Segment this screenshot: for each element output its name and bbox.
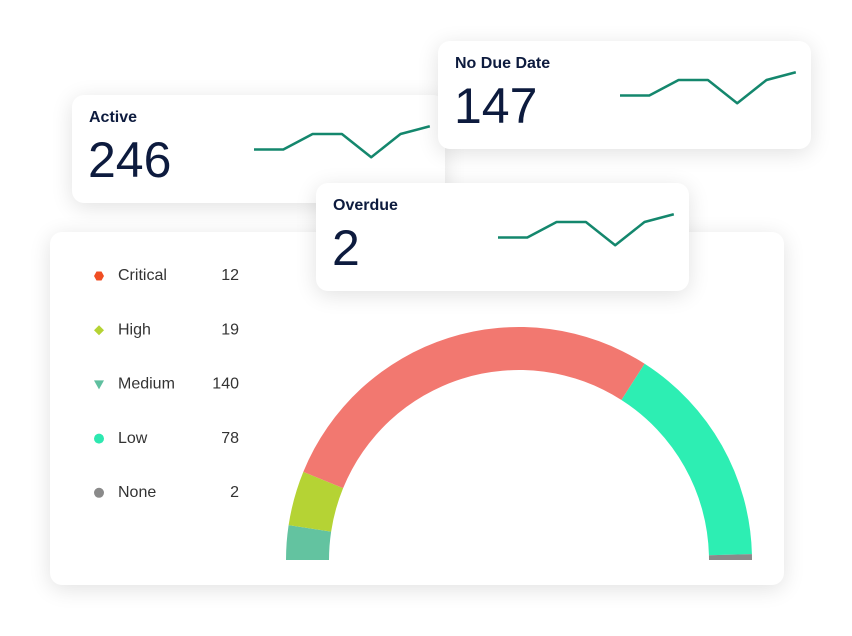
gauge-segment [708,554,753,560]
stat-card: Overdue 2 [316,183,689,291]
card-title: No Due Date [455,55,551,72]
stat-card: No Due Date 147 [438,41,811,149]
card-value: 147 [454,78,538,134]
card-title: Overdue [333,197,398,214]
gauge-segment [288,471,344,532]
gauge-chart: Critical 12 High 19 Medium 140 Low 78 None 2 [94,267,753,560]
card-value: 246 [88,132,172,188]
gauge-segment [286,525,332,560]
sparkline-path [498,213,675,247]
legend-label: Medium [118,376,175,393]
gauge-segment [621,363,752,556]
sparkline [620,71,797,105]
gauge-segment [303,327,645,489]
legend-icon [94,325,104,336]
card-value: 2 [332,220,360,276]
legend-value: 140 [212,376,239,393]
legend-icon [94,380,104,390]
legend-value: 19 [221,321,239,338]
legend-value: 78 [221,430,239,447]
legend-icon [94,433,104,444]
legend-label: Low [118,430,148,447]
legend-label: Critical [118,267,167,284]
sparkline-path [254,125,431,159]
legend-label: High [118,321,151,338]
legend-value: 2 [230,484,239,501]
sparkline-path [620,71,797,105]
legend-label: None [118,484,156,501]
sparkline [254,125,431,159]
sparkline [498,213,675,247]
card-title: Active [89,109,138,126]
legend-icon [94,487,104,498]
legend-value: 12 [221,267,239,284]
legend-icon [94,271,104,281]
